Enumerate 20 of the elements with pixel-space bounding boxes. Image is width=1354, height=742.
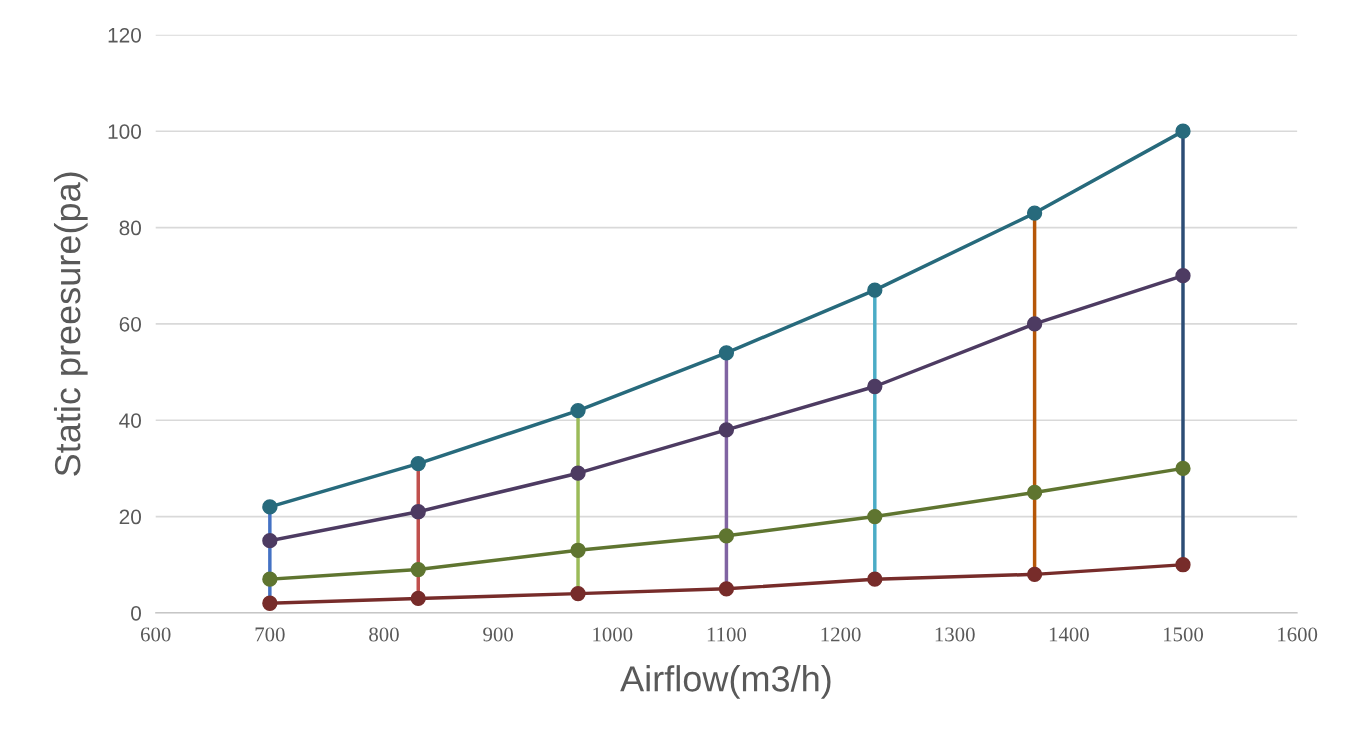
x-tick-label: 1600 [1278,627,1318,642]
y-tick-label: 20 [119,509,142,525]
x-tick-label: 1400 [1049,627,1089,642]
x-tick-label: 900 [483,627,513,642]
x-tick-label: 1500 [1163,627,1204,642]
x-tick-label: 1200 [821,627,861,642]
y-tick-label: 120 [108,27,142,43]
x-tick-label: 1100 [707,627,747,642]
x-tick-label: 800 [369,627,399,642]
x-tick-label: 600 [140,627,171,642]
y-axis-title: Static preesure(pa) [53,172,88,476]
x-tick-label: 700 [255,627,285,642]
x-tick-label: 1300 [935,627,975,642]
y-tick-label: 40 [119,413,142,428]
x-axis-title: Airflow(m3/h) [620,665,831,699]
x-tick-label: 1000 [593,627,633,642]
y-tick-label: 0 [131,605,142,621]
y-tick-label: 60 [119,316,142,332]
y-tick-label: 80 [119,220,142,236]
y-tick-label: 100 [108,124,142,139]
